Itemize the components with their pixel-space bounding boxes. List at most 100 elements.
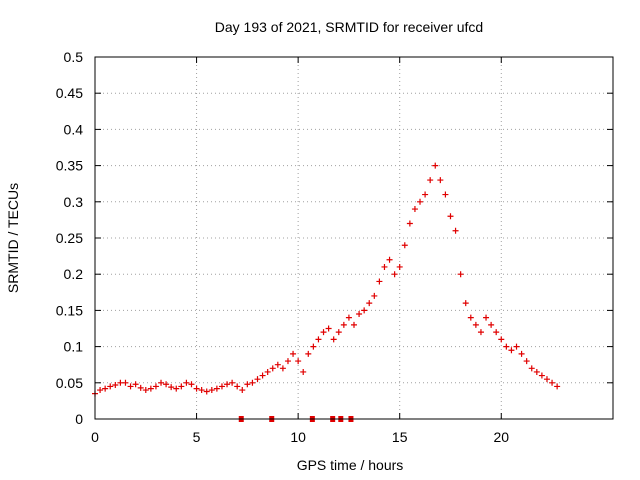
- data-point: [340, 321, 347, 328]
- data-point: [102, 385, 109, 392]
- data-point: [401, 242, 408, 249]
- chart-title: Day 193 of 2021, SRMTID for receiver ufc…: [215, 19, 483, 35]
- data-point: [284, 358, 291, 365]
- data-point: [193, 385, 200, 392]
- data-point: [234, 383, 241, 390]
- x-tick-label: 20: [493, 429, 509, 445]
- y-tick-label: 0.25: [56, 230, 83, 246]
- data-point: [406, 220, 413, 227]
- y-axis-title: SRMTID / TECUs: [5, 183, 21, 293]
- data-point: [422, 191, 429, 198]
- data-point: [137, 384, 144, 391]
- data-points: [92, 162, 561, 397]
- data-point: [437, 177, 444, 184]
- data-point: [117, 379, 124, 386]
- grid-lines: [95, 57, 613, 419]
- data-point: [239, 387, 246, 394]
- data-point: [107, 383, 114, 390]
- y-tick-label: 0.35: [56, 158, 83, 174]
- data-point: [290, 350, 297, 357]
- data-point: [411, 206, 418, 213]
- data-point: [310, 343, 317, 350]
- data-point: [168, 384, 175, 391]
- data-point: [152, 383, 159, 390]
- x-tick-labels: 0 5 10 15 20: [91, 429, 509, 445]
- data-point: [462, 300, 469, 307]
- data-point: [417, 198, 424, 205]
- data-point: [391, 271, 398, 278]
- data-point: [315, 336, 322, 343]
- data-point: [132, 381, 139, 388]
- data-point: [254, 376, 261, 383]
- data-point: [163, 381, 170, 388]
- data-point: [538, 372, 545, 379]
- data-point: [173, 385, 180, 392]
- data-point: [493, 329, 500, 336]
- data-point: [371, 292, 378, 299]
- data-point: [249, 379, 256, 386]
- data-point: [366, 300, 373, 307]
- data-point: [320, 329, 327, 336]
- data-point: [452, 227, 459, 234]
- data-point: [533, 368, 540, 375]
- data-point: [198, 387, 205, 394]
- data-point: [208, 387, 215, 394]
- data-point: [274, 361, 281, 368]
- y-tick-label: 0: [75, 411, 83, 427]
- data-point: [325, 325, 332, 332]
- data-point: [330, 336, 337, 343]
- data-point: [305, 350, 312, 357]
- x-axis-title: GPS time / hours: [297, 457, 404, 473]
- x-tick-label: 10: [290, 429, 306, 445]
- data-point: [269, 365, 276, 372]
- data-point: [376, 278, 383, 285]
- data-point: [147, 385, 154, 392]
- y-tick-label: 0.3: [64, 194, 84, 210]
- data-point: [513, 343, 520, 350]
- data-point: [523, 358, 530, 365]
- y-tick-labels: 0 0.05 0.1 0.15 0.2 0.25 0.3 0.35 0.4 0.45 0.5: [56, 49, 83, 427]
- data-point: [218, 383, 225, 390]
- data-point: [127, 383, 134, 390]
- data-point: [442, 191, 449, 198]
- data-point: [178, 383, 185, 390]
- data-point: [477, 329, 484, 336]
- data-point: [361, 307, 368, 314]
- y-tick-label: 0.1: [64, 339, 84, 355]
- data-point: [244, 381, 251, 388]
- data-point: [554, 383, 561, 390]
- data-point: [259, 372, 266, 379]
- data-point: [264, 368, 271, 375]
- data-point: [97, 387, 104, 394]
- data-point: [295, 358, 302, 365]
- data-point: [300, 368, 307, 375]
- data-point: [381, 263, 388, 270]
- data-point: [543, 376, 550, 383]
- data-point: [467, 314, 474, 321]
- data-point: [432, 162, 439, 169]
- data-point: [229, 379, 236, 386]
- data-point: [224, 381, 231, 388]
- data-point: [457, 271, 464, 278]
- y-tick-label: 0.5: [64, 49, 84, 65]
- x-tick-label: 15: [392, 429, 408, 445]
- data-point: [483, 314, 490, 321]
- axis-ticks: [94, 56, 613, 420]
- data-point: [158, 379, 165, 386]
- data-point: [345, 314, 352, 321]
- data-point: [488, 321, 495, 328]
- data-point: [183, 379, 190, 386]
- data-point: [503, 343, 510, 350]
- data-point: [447, 213, 454, 220]
- data-point: [335, 329, 342, 336]
- y-tick-label: 0.4: [64, 121, 84, 137]
- y-tick-label: 0.45: [56, 85, 83, 101]
- data-point: [528, 365, 535, 372]
- x-tick-label: 5: [193, 429, 201, 445]
- data-point: [112, 381, 119, 388]
- data-point: [203, 388, 210, 395]
- y-tick-label: 0.2: [64, 266, 84, 282]
- data-point: [188, 381, 195, 388]
- y-tick-label: 0.15: [56, 302, 83, 318]
